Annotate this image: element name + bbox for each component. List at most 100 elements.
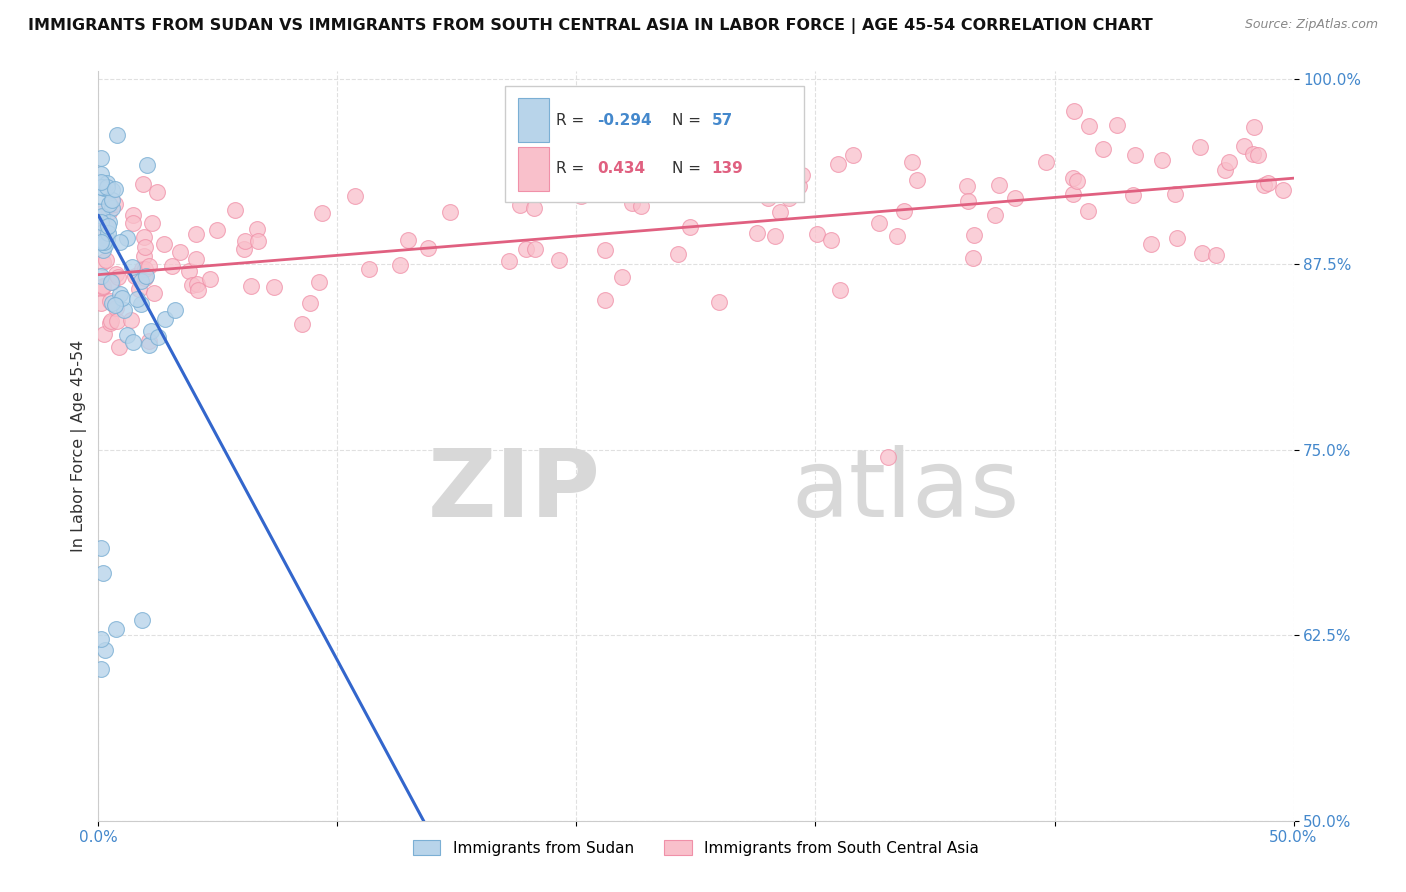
Point xyxy=(439,204,461,219)
Point xyxy=(128,282,150,296)
Point xyxy=(93,225,115,239)
Point xyxy=(105,314,128,328)
Point xyxy=(94,643,117,657)
FancyBboxPatch shape xyxy=(517,98,548,142)
Point xyxy=(263,280,285,294)
Point xyxy=(105,301,128,315)
Text: atlas: atlas xyxy=(792,445,1019,537)
Point xyxy=(1218,155,1240,169)
Point xyxy=(962,251,984,265)
Point xyxy=(90,203,112,218)
Text: ZIP: ZIP xyxy=(427,445,600,537)
Point xyxy=(94,232,117,246)
Text: -0.294: -0.294 xyxy=(596,112,651,128)
Point xyxy=(901,154,924,169)
Point xyxy=(827,157,849,171)
Point xyxy=(132,249,155,263)
Point xyxy=(1233,139,1256,153)
Point xyxy=(181,278,204,293)
Point xyxy=(90,167,112,181)
Point xyxy=(110,286,132,301)
Point xyxy=(91,205,114,219)
Point xyxy=(1107,118,1129,132)
Point xyxy=(121,260,143,274)
Point xyxy=(138,259,160,273)
Point xyxy=(707,295,730,310)
Point xyxy=(90,215,112,229)
Point xyxy=(132,230,155,244)
Point xyxy=(90,268,112,283)
Point xyxy=(93,326,115,341)
Point xyxy=(610,269,633,284)
Point xyxy=(122,216,145,230)
Point xyxy=(90,541,112,555)
Point xyxy=(593,293,616,308)
Point xyxy=(90,179,112,194)
Point xyxy=(90,189,112,203)
Point xyxy=(389,259,412,273)
Point xyxy=(124,269,146,284)
Point xyxy=(291,318,314,332)
Point xyxy=(789,178,811,193)
Text: 57: 57 xyxy=(711,112,733,128)
Y-axis label: In Labor Force | Age 45-54: In Labor Force | Age 45-54 xyxy=(72,340,87,552)
Point xyxy=(1246,148,1268,162)
Point xyxy=(747,226,769,240)
Point xyxy=(621,196,644,211)
Point xyxy=(160,259,183,273)
Point xyxy=(790,168,813,182)
Point xyxy=(177,264,200,278)
Point xyxy=(205,223,228,237)
Point xyxy=(1035,154,1057,169)
Point xyxy=(104,197,127,211)
Point xyxy=(554,159,576,173)
Point xyxy=(877,450,900,464)
Point xyxy=(224,202,246,217)
Point xyxy=(778,191,800,205)
Point xyxy=(1062,171,1084,186)
Point xyxy=(1241,147,1264,161)
Point xyxy=(169,244,191,259)
Point xyxy=(1077,203,1099,218)
Point xyxy=(135,158,157,172)
Point xyxy=(97,219,120,233)
Point xyxy=(762,162,785,177)
Point xyxy=(94,220,117,235)
Point xyxy=(90,296,112,310)
Point xyxy=(187,283,209,297)
Point xyxy=(523,201,546,215)
Point xyxy=(955,179,977,194)
Point xyxy=(806,227,828,242)
Point xyxy=(101,193,124,207)
Point xyxy=(131,177,153,191)
Point xyxy=(90,281,112,295)
Point xyxy=(100,183,122,197)
Point xyxy=(143,285,166,300)
Point xyxy=(93,235,115,249)
Point xyxy=(104,182,127,196)
Point xyxy=(842,148,865,162)
Point xyxy=(605,181,627,195)
Point xyxy=(1257,176,1279,190)
Point xyxy=(105,128,128,142)
Point xyxy=(547,253,569,268)
Point xyxy=(630,199,652,213)
Point xyxy=(135,269,157,284)
Point xyxy=(90,151,112,165)
Text: 139: 139 xyxy=(711,161,744,177)
Point xyxy=(343,189,366,203)
Point xyxy=(100,201,122,215)
Point xyxy=(1091,142,1114,156)
Point xyxy=(112,302,135,317)
Point xyxy=(97,215,120,229)
Point xyxy=(141,216,163,230)
Point xyxy=(1063,104,1085,119)
Point xyxy=(416,241,439,255)
Point xyxy=(91,279,114,293)
Point xyxy=(1139,236,1161,251)
Point xyxy=(1004,191,1026,205)
Point xyxy=(1150,153,1173,167)
Point xyxy=(125,293,148,307)
Point xyxy=(138,338,160,352)
Point xyxy=(96,232,118,246)
